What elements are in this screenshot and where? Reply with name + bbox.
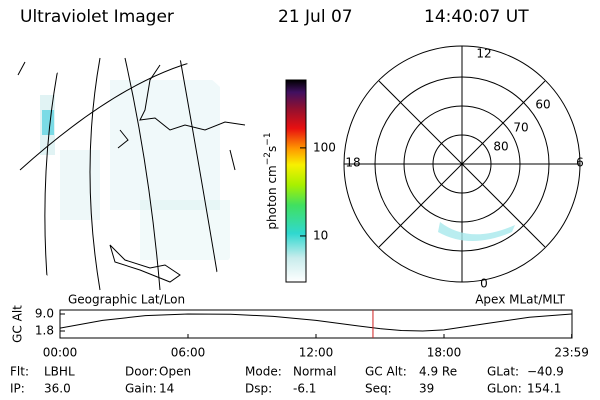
right-label: Apex MLat/MLT bbox=[475, 293, 565, 307]
altitude-curve bbox=[59, 313, 572, 332]
field-label: Flt: bbox=[10, 365, 29, 379]
field-value: 14 bbox=[159, 382, 174, 396]
y-tick-label: 9.0 bbox=[35, 307, 54, 321]
field-label: IP: bbox=[10, 382, 25, 396]
left-label: Geographic Lat/Lon bbox=[68, 293, 185, 307]
mlt-label: 12 bbox=[476, 47, 491, 61]
superscript: −2 bbox=[263, 152, 273, 165]
field-value: 39 bbox=[419, 382, 434, 396]
field-value: Normal bbox=[293, 365, 336, 379]
y-tick-label: 1.8 bbox=[35, 324, 54, 338]
lat-label: 70 bbox=[513, 121, 528, 135]
mlt-label: 18 bbox=[345, 156, 360, 170]
field-value: -6.1 bbox=[293, 382, 316, 396]
x-tick-label: 00:00 bbox=[43, 346, 78, 360]
field-label: Dsp: bbox=[245, 382, 272, 396]
label-part: s bbox=[265, 146, 279, 152]
x-tick-label: 12:00 bbox=[299, 346, 334, 360]
x-tick-label: 18:00 bbox=[427, 346, 462, 360]
field-value: LBHL bbox=[44, 365, 75, 379]
aurora bbox=[438, 222, 515, 241]
lat-label: 80 bbox=[493, 140, 508, 154]
field-label: Seq: bbox=[365, 382, 392, 396]
colorbar-tick-label: 10 bbox=[313, 228, 328, 242]
geo-image bbox=[19, 57, 246, 291]
field-label: Gain: bbox=[125, 382, 157, 396]
superscript: −1 bbox=[263, 132, 273, 145]
colorbar-label: photon cm−2s−1 bbox=[263, 132, 279, 229]
colorbar-tick-label: 100 bbox=[313, 140, 336, 154]
field-label: Door: bbox=[125, 365, 158, 379]
title: Ultraviolet Imager bbox=[20, 7, 174, 27]
field-value: 36.0 bbox=[44, 382, 71, 396]
field-value: −40.9 bbox=[527, 365, 564, 379]
field-label: Mode: bbox=[245, 365, 282, 379]
colorbar bbox=[285, 79, 307, 283]
x-tick-label: 23:59 bbox=[554, 346, 589, 360]
polar-grid bbox=[343, 45, 581, 283]
y-axis-label: GC Alt bbox=[11, 305, 25, 343]
field-value: 4.9 Re bbox=[419, 365, 457, 379]
lat-label: 60 bbox=[535, 98, 550, 112]
orbit-frame bbox=[59, 309, 573, 339]
label-part: photon cm bbox=[265, 165, 279, 229]
mlt-label: 6 bbox=[576, 156, 584, 170]
field-label: GC Alt: bbox=[365, 365, 407, 379]
time: 14:40:07 UT bbox=[424, 7, 529, 27]
field-value: 154.1 bbox=[527, 382, 561, 396]
field-label: GLat: bbox=[487, 365, 519, 379]
date: 21 Jul 07 bbox=[278, 7, 353, 27]
field-label: GLon: bbox=[487, 382, 522, 396]
x-tick-label: 06:00 bbox=[171, 346, 206, 360]
field-value: Open bbox=[159, 365, 191, 379]
mlt-label: 0 bbox=[480, 277, 488, 291]
map-edge bbox=[17, 61, 26, 76]
